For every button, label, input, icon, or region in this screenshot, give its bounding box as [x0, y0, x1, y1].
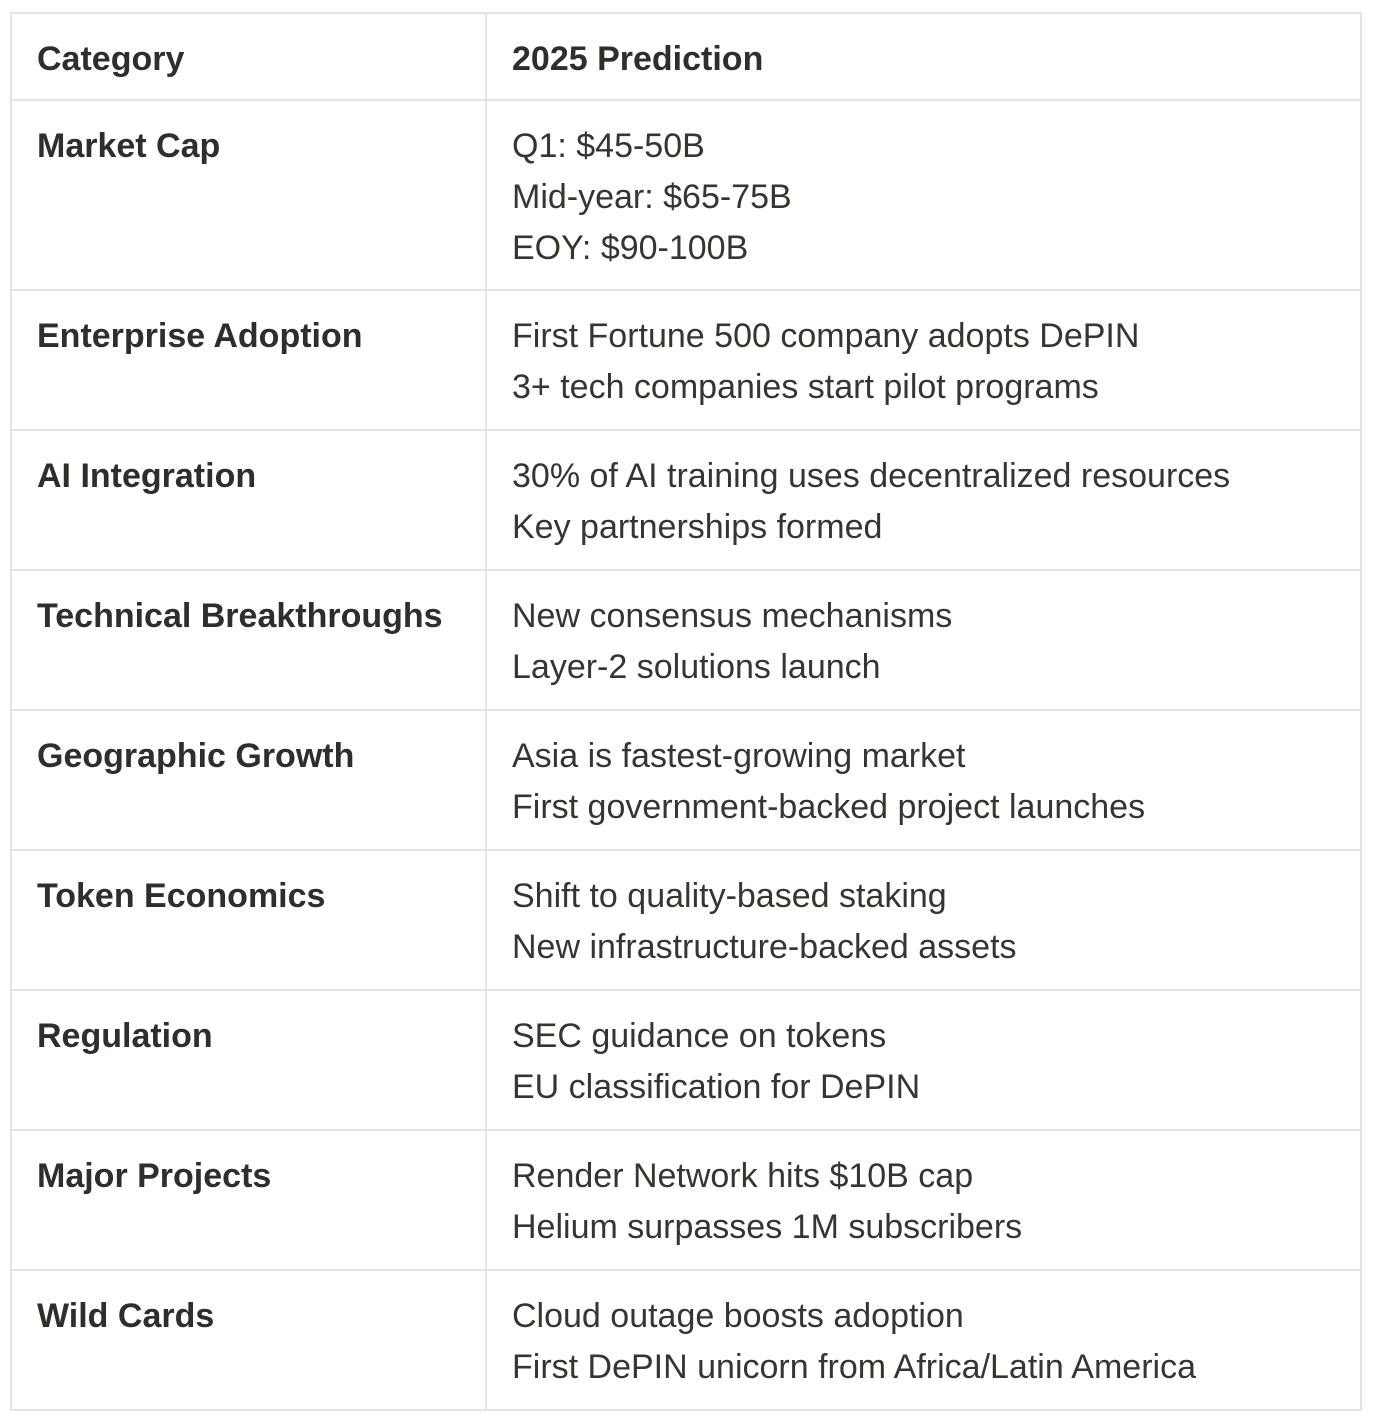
prediction-cell: SEC guidance on tokens EU classification… [485, 989, 1362, 1131]
prediction-line: New consensus mechanisms [512, 597, 953, 635]
prediction-line: EOY: $90-100B [512, 229, 749, 267]
prediction-line: New infrastructure-backed assets [512, 928, 1017, 966]
prediction-line: 30% of AI training uses decentralized re… [512, 457, 1231, 495]
category-cell: Major Projects [10, 1129, 487, 1271]
prediction-line: Mid-year: $65-75B [512, 178, 792, 216]
table-row: Geographic Growth Asia is fastest-growin… [10, 709, 1362, 851]
category-cell: Regulation [10, 989, 487, 1131]
category-cell: Technical Breakthroughs [10, 569, 487, 711]
prediction-line: Shift to quality-based staking [512, 877, 947, 915]
table-row: Major Projects Render Network hits $10B … [10, 1129, 1362, 1271]
header-prediction: 2025 Prediction [485, 12, 1362, 101]
table-row: AI Integration 30% of AI training uses d… [10, 429, 1362, 571]
table-row: Regulation SEC guidance on tokens EU cla… [10, 989, 1362, 1131]
predictions-table-container: Category 2025 Prediction Market Cap Q1: … [10, 12, 1362, 1411]
prediction-line: Cloud outage boosts adoption [512, 1297, 964, 1335]
prediction-cell: Asia is fastest-growing market First gov… [485, 709, 1362, 851]
prediction-line: Helium surpasses 1M subscribers [512, 1208, 1023, 1246]
prediction-cell: New consensus mechanisms Layer-2 solutio… [485, 569, 1362, 711]
prediction-line: 3+ tech companies start pilot programs [512, 368, 1099, 406]
category-cell: AI Integration [10, 429, 487, 571]
category-cell: Wild Cards [10, 1269, 487, 1411]
prediction-line: First Fortune 500 company adopts DePIN [512, 317, 1140, 355]
prediction-line: Asia is fastest-growing market [512, 737, 966, 775]
prediction-cell: Q1: $45-50B Mid-year: $65-75B EOY: $90-1… [485, 99, 1362, 291]
prediction-line: First DePIN unicorn from Africa/Latin Am… [512, 1348, 1197, 1386]
prediction-line: Layer-2 solutions launch [512, 648, 881, 686]
prediction-cell: Cloud outage boosts adoption First DePIN… [485, 1269, 1362, 1411]
prediction-cell: Render Network hits $10B cap Helium surp… [485, 1129, 1362, 1271]
prediction-line: EU classification for DePIN [512, 1068, 921, 1106]
table-row: Enterprise Adoption First Fortune 500 co… [10, 289, 1362, 431]
prediction-cell: 30% of AI training uses decentralized re… [485, 429, 1362, 571]
table-row: Wild Cards Cloud outage boosts adoption … [10, 1269, 1362, 1411]
table-row: Technical Breakthroughs New consensus me… [10, 569, 1362, 711]
table-row: Market Cap Q1: $45-50B Mid-year: $65-75B… [10, 99, 1362, 291]
category-cell: Enterprise Adoption [10, 289, 487, 431]
prediction-line: Render Network hits $10B cap [512, 1157, 974, 1195]
table-row: Token Economics Shift to quality-based s… [10, 849, 1362, 991]
prediction-line: Q1: $45-50B [512, 127, 705, 165]
prediction-line: SEC guidance on tokens [512, 1017, 887, 1055]
category-cell: Geographic Growth [10, 709, 487, 851]
prediction-line: Key partnerships formed [512, 508, 883, 546]
prediction-line: First government-backed project launches [512, 788, 1146, 826]
header-category: Category [10, 12, 487, 101]
category-cell: Market Cap [10, 99, 487, 291]
predictions-table: Category 2025 Prediction Market Cap Q1: … [10, 12, 1362, 1411]
prediction-cell: First Fortune 500 company adopts DePIN 3… [485, 289, 1362, 431]
table-header-row: Category 2025 Prediction [10, 12, 1362, 101]
prediction-cell: Shift to quality-based staking New infra… [485, 849, 1362, 991]
category-cell: Token Economics [10, 849, 487, 991]
